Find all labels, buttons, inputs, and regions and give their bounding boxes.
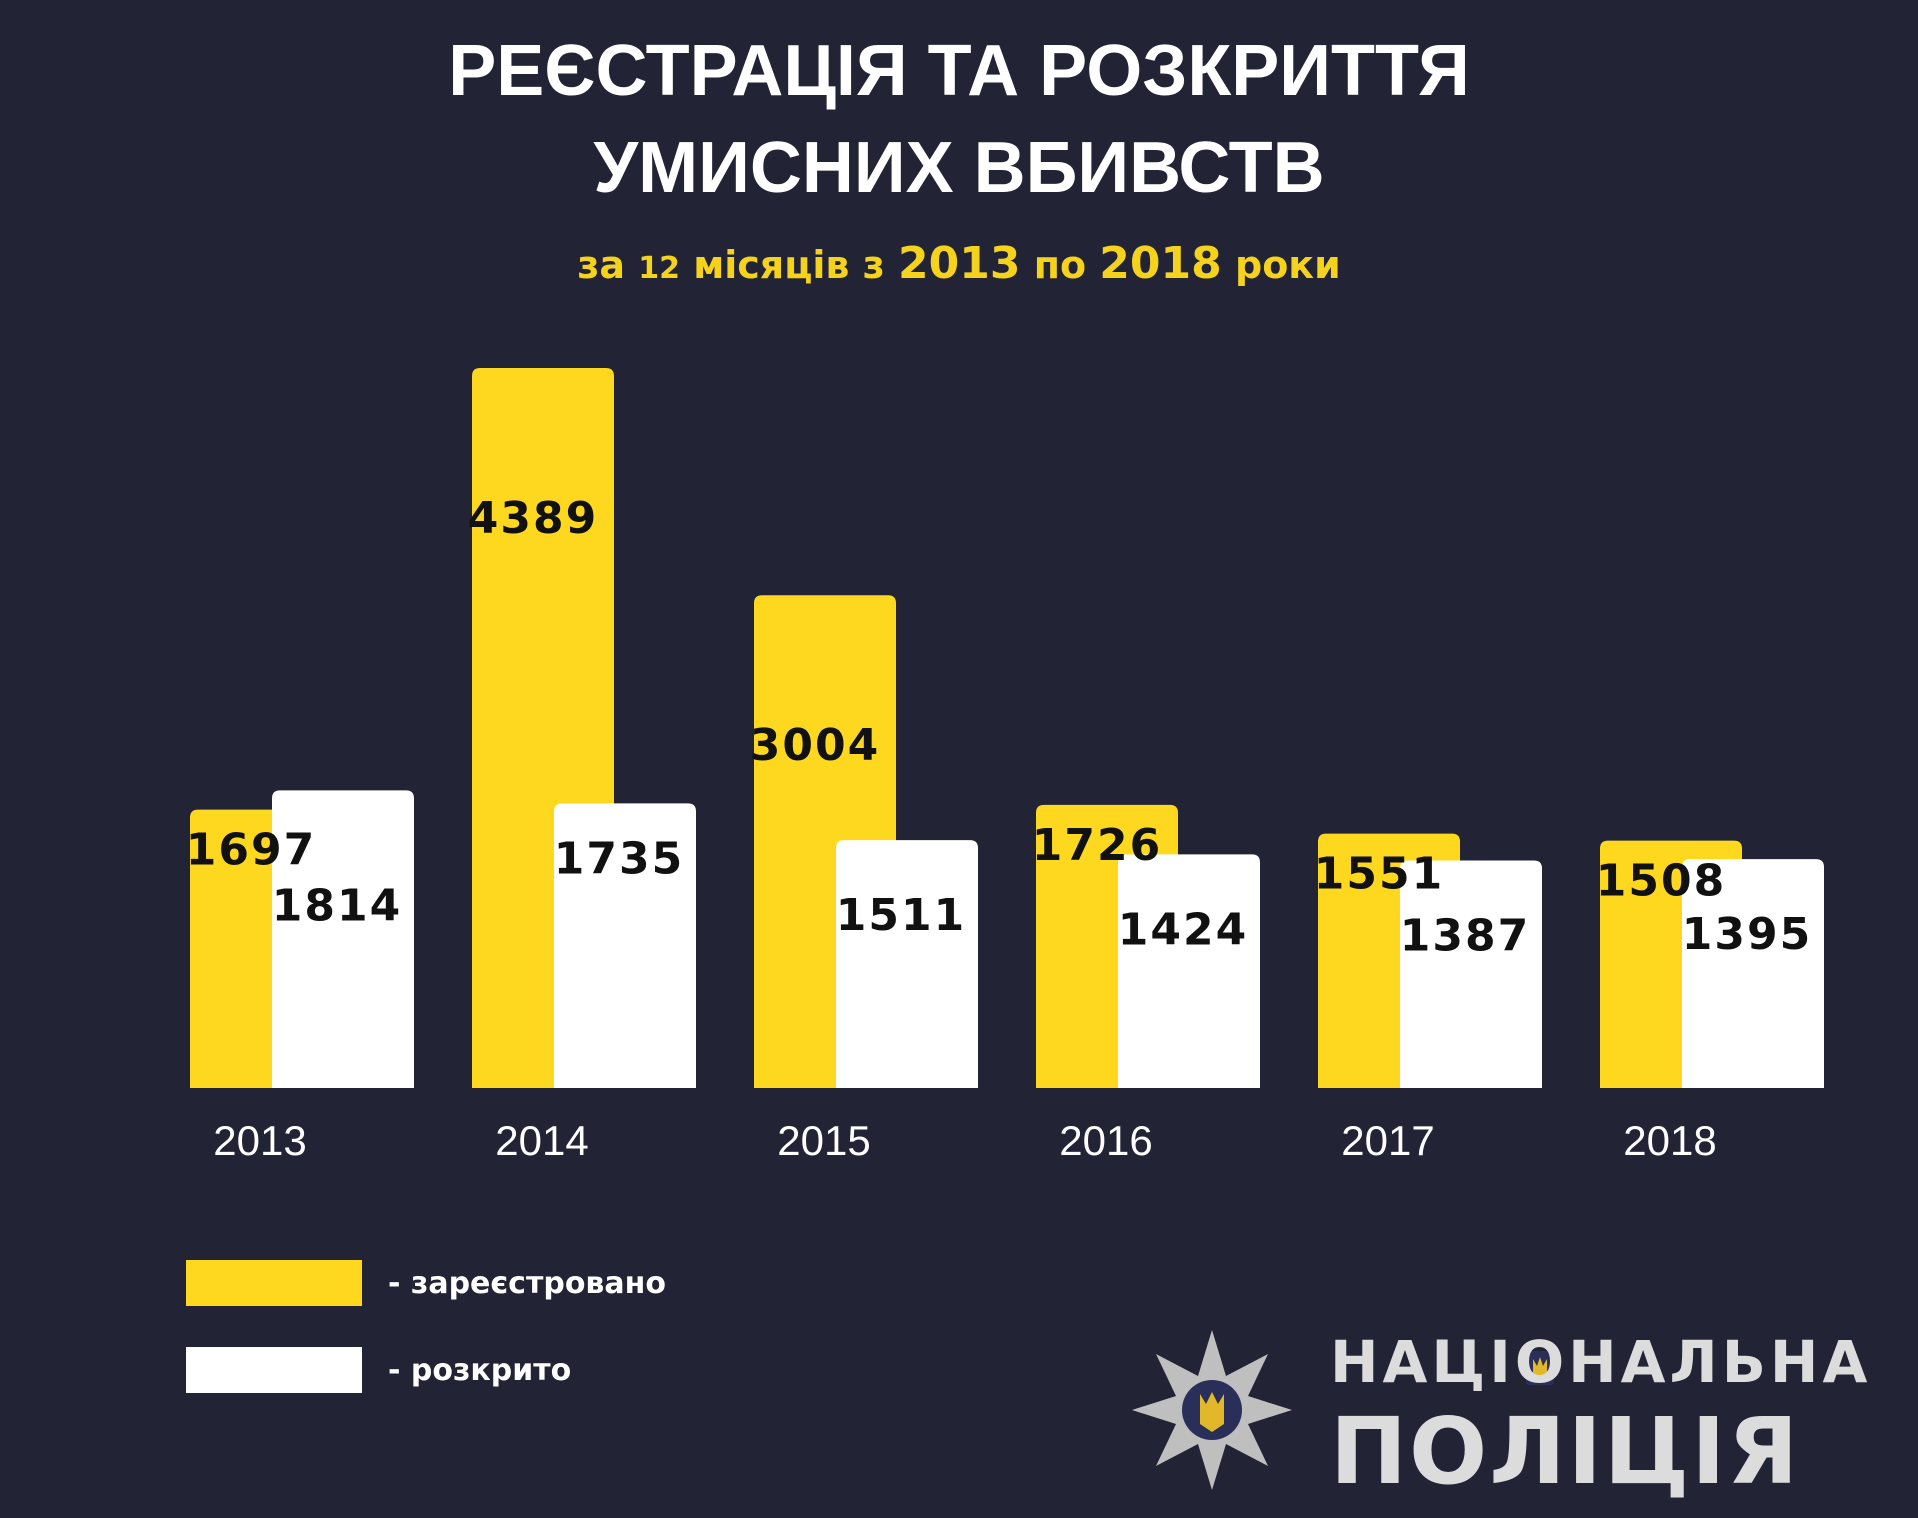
data-label-solved-2017: 1387: [1400, 910, 1530, 961]
year-label-2014: 2014: [495, 1117, 588, 1164]
data-label-solved-2018: 1395: [1682, 909, 1812, 960]
data-label-solved-2013: 1814: [272, 880, 402, 931]
data-label-solved-2016: 1424: [1118, 904, 1248, 955]
police-star-emblem-icon: [1132, 1330, 1554, 1490]
chart-title-line1: РЕЄСТРАЦІЯ ТА РОЗКРИТТЯ: [448, 31, 1470, 111]
data-label-registered-2014: 4389: [468, 493, 598, 544]
chart-subtitle: за 12 місяців з 2013 по 2018 роки: [577, 238, 1341, 289]
legend-label-registered: - зареєстровано: [388, 1266, 666, 1301]
data-label-registered-2016: 1726: [1032, 820, 1162, 871]
year-label-2015: 2015: [777, 1117, 870, 1164]
logo-text-line1: НАЦІОНАЛЬНА: [1330, 1328, 1872, 1396]
chart-title-line2: УМИСНИХ ВБИВСТВ: [593, 128, 1325, 208]
year-label-2016: 2016: [1059, 1117, 1152, 1164]
year-label-2017: 2017: [1341, 1117, 1434, 1164]
legend-label-solved: - розкрито: [388, 1353, 572, 1388]
bar-solved-2016: [1118, 854, 1260, 1088]
bar-solved-2015: [836, 840, 978, 1088]
legend-swatch-solved: [186, 1347, 362, 1393]
year-label-2018: 2018: [1623, 1117, 1716, 1164]
legend-swatch-registered: [186, 1260, 362, 1306]
data-label-registered-2015: 3004: [750, 720, 880, 771]
bar-solved-2017: [1400, 860, 1542, 1088]
logo-text-line2: ПОЛІЦІЯ: [1330, 1398, 1801, 1505]
data-label-solved-2015: 1511: [836, 890, 966, 941]
data-label-registered-2017: 1551: [1314, 849, 1444, 900]
year-label-2013: 2013: [213, 1117, 306, 1164]
bar-solved-2013: [272, 790, 414, 1088]
data-label-registered-2013: 1697: [186, 825, 316, 876]
bar-solved-2014: [554, 803, 696, 1088]
data-label-registered-2018: 1508: [1596, 856, 1726, 907]
bar-solved-2018: [1682, 859, 1824, 1088]
data-label-solved-2014: 1735: [554, 833, 684, 884]
